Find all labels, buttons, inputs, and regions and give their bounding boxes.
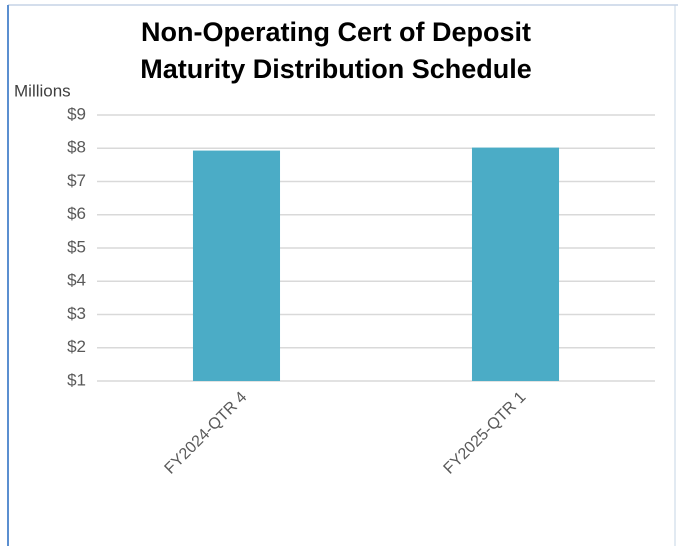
chart-title: Maturity Distribution Schedule [140,54,532,84]
y-tick-label: $1 [67,370,86,389]
bar [471,147,560,381]
y-tick-label: $8 [67,138,86,157]
y-tick-label: $9 [67,104,86,123]
y-tick-label: $3 [67,304,86,323]
chart-title: Non-Operating Cert of Deposit [141,17,531,47]
y-tick-label: $6 [67,204,86,223]
bar [192,150,281,381]
y-tick-label: $7 [67,171,86,190]
y-tick-label: $4 [67,271,86,290]
y-axis-label: Millions [14,81,71,100]
y-tick-label: $5 [67,237,86,256]
y-tick-label: $2 [67,337,86,356]
